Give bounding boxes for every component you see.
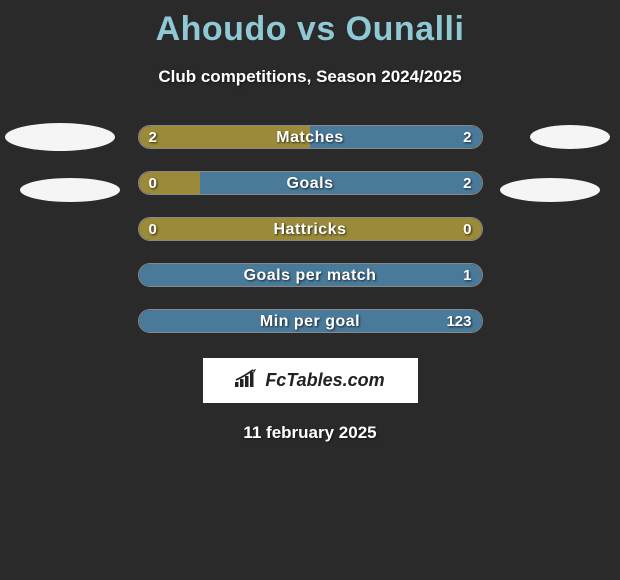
comparison-title: Ahoudo vs Ounalli [0,0,620,49]
bar-value-right: 2 [463,126,471,148]
player-avatar-right-2 [500,178,600,202]
brand-text: FcTables.com [265,370,384,391]
bar-value-right: 2 [463,172,471,194]
bar-value-left: 2 [149,126,157,148]
bar-value-right: 123 [446,310,471,332]
player-avatar-left-1 [5,123,115,151]
comparison-bars: Matches22Goals02Hattricks00Goals per mat… [138,125,483,333]
stat-bar: Goals0 2 [138,171,483,195]
comparison-subtitle: Club competitions, Season 2024/2025 [0,67,620,87]
bar-label: Hattricks [139,218,482,240]
brand-badge: FcTables.com [203,358,418,403]
stat-bar: Min per goal123 [138,309,483,333]
bar-value-right: 1 [463,264,471,286]
footer-date: 11 february 2025 [0,423,620,443]
bar-value-right: 0 [463,218,471,240]
player-avatar-left-2 [20,178,120,202]
bar-value-left: 0 [149,172,157,194]
stat-bar: Goals per match1 [138,263,483,287]
bar-label: Min per goal [139,310,482,332]
bar-label: Goals per match [139,264,482,286]
chart-icon [235,369,259,392]
stat-bar: Hattricks0 0 [138,217,483,241]
bar-value-left: 0 [149,218,157,240]
player-avatar-right-1 [530,125,610,149]
bar-label: Goals [139,172,482,194]
stat-bar: Matches2 2 [138,125,483,149]
bar-label: Matches [139,126,482,148]
